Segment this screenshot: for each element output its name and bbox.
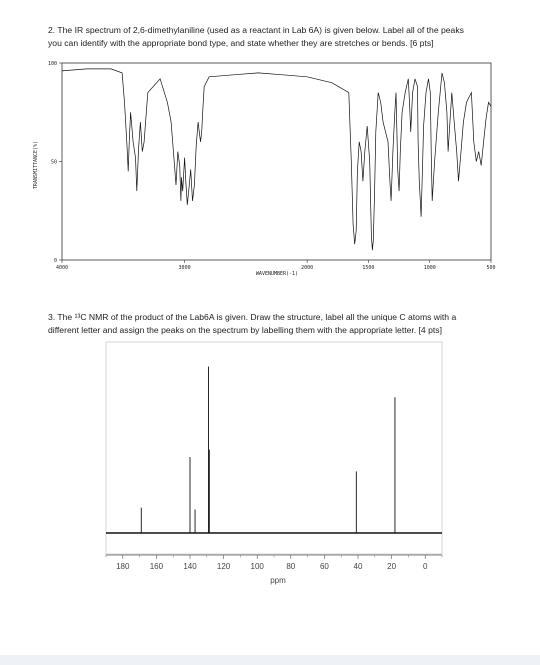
nmr-x-tick-label: 80 bbox=[286, 562, 295, 571]
ir-x-tick-label: 2000 bbox=[301, 265, 313, 271]
nmr-x-tick-label: 40 bbox=[354, 562, 363, 571]
nmr-x-axis-label: ppm bbox=[270, 576, 286, 585]
nmr-x-tick-label: 0 bbox=[423, 562, 428, 571]
nmr-plot-frame bbox=[105, 341, 443, 555]
ir-x-axis-label: WAVENUMBER(-1) bbox=[256, 271, 298, 277]
ir-x-tick-label: 500 bbox=[486, 265, 495, 271]
nmr-x-tick-label: 60 bbox=[320, 562, 329, 571]
question-3-line-1: 3. The ¹³C NMR of the product of the Lab… bbox=[48, 312, 457, 322]
nmr-x-tick-label: 20 bbox=[387, 562, 396, 571]
ir-y-ticks: 100 50 0 bbox=[48, 61, 62, 264]
nmr-x-tick-label: 100 bbox=[251, 562, 265, 571]
question-3-line-2: different letter and assign the peaks on… bbox=[48, 325, 442, 335]
ir-y-axis-label: TRANSMITTANCE(%) bbox=[33, 141, 39, 189]
nmr-x-tick-label: 160 bbox=[150, 562, 164, 571]
ir-x-tick-label: 1000 bbox=[424, 265, 436, 271]
ir-x-ticks: 4000 3000 2000 1500 1000 500 bbox=[56, 260, 496, 271]
footer-bar bbox=[0, 655, 540, 665]
nmr-x-tick-label: 180 bbox=[116, 562, 130, 571]
ir-plot-frame bbox=[61, 62, 492, 261]
ir-x-tick-label: 4000 bbox=[56, 265, 68, 271]
ir-y-tick-label: 50 bbox=[51, 159, 57, 165]
ir-x-tick-label: 1500 bbox=[362, 265, 374, 271]
question-2-line-2: you can identify with the appropriate bo… bbox=[48, 38, 434, 48]
ir-x-tick-label: 3000 bbox=[179, 265, 191, 271]
ir-y-tick-label: 100 bbox=[48, 61, 57, 67]
nmr-x-ticks: 180 160 140 120 100 80 60 40 20 0 bbox=[105, 555, 443, 571]
ir-y-tick-label: 0 bbox=[54, 258, 57, 264]
question-2-line-1: 2. The IR spectrum of 2,6-dimethylanilin… bbox=[48, 25, 464, 35]
nmr-x-tick-label: 140 bbox=[183, 562, 197, 571]
ir-series-line bbox=[61, 68, 492, 251]
nmr-x-tick-label: 120 bbox=[217, 562, 231, 571]
question-3: 3. The ¹³C NMR of the product of the Lab… bbox=[48, 311, 518, 337]
question-2: 2. The IR spectrum of 2,6-dimethylanilin… bbox=[48, 24, 518, 50]
nmr-peaks bbox=[140, 366, 396, 533]
